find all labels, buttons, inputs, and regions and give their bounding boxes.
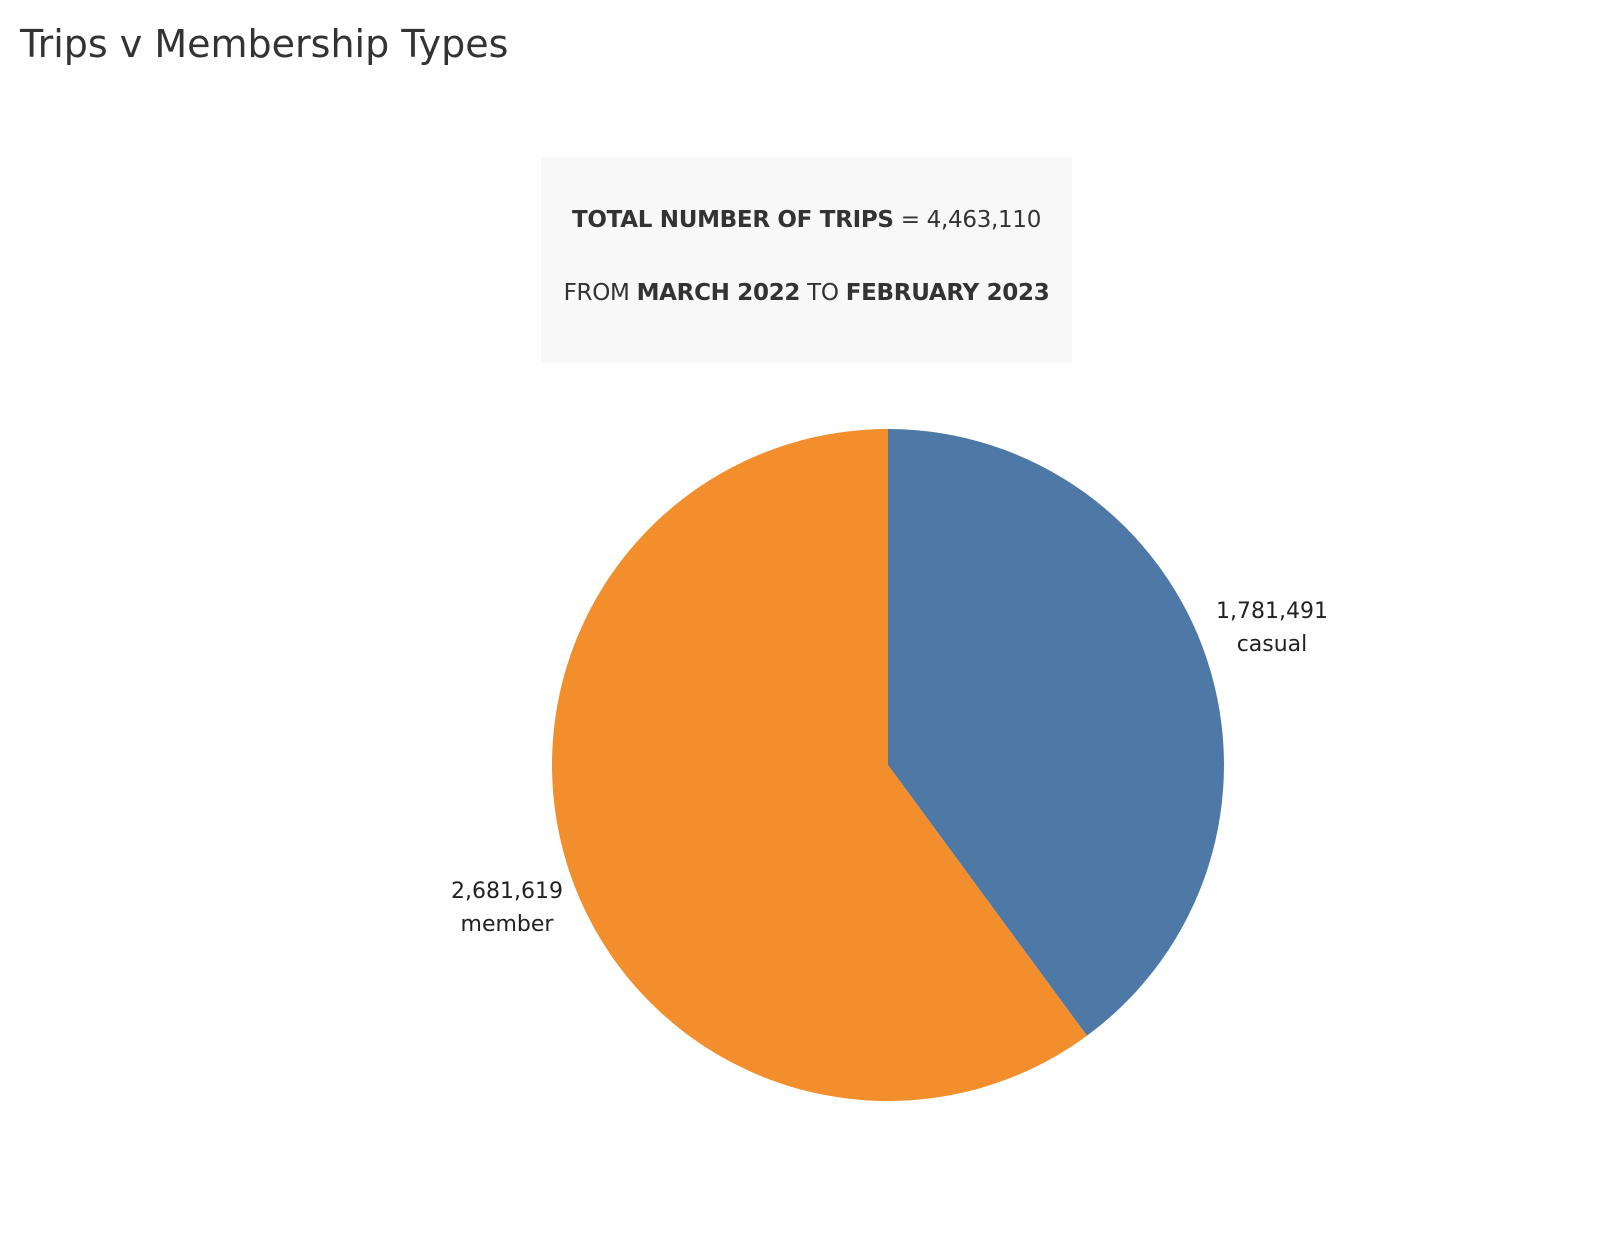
- slice-value-label-casual: 1,781,491: [1216, 599, 1328, 624]
- pie-slice-member[interactable]: [551, 429, 1087, 1101]
- date-range-end: FEBRUARY 2023: [845, 280, 1050, 306]
- summary-box: TOTAL NUMBER OF TRIPS = 4,463,110 FROM M…: [541, 157, 1072, 363]
- date-range-start: MARCH 2022: [636, 280, 801, 306]
- date-range-mid: TO: [807, 280, 839, 306]
- slice-name-label-member: member: [461, 912, 555, 937]
- date-range-line: FROM MARCH 2022 TO FEBRUARY 2023: [541, 280, 1072, 306]
- total-trips-label: TOTAL NUMBER OF TRIPS: [571, 207, 894, 233]
- date-range-prefix: FROM: [563, 280, 630, 306]
- total-trips-value: = 4,463,110: [900, 207, 1042, 233]
- slice-name-label-casual: casual: [1237, 632, 1308, 657]
- pie-slice-casual[interactable]: [888, 429, 1224, 1036]
- chart-title: Trips v Membership Types: [20, 22, 509, 66]
- slice-value-label-member: 2,681,619: [451, 879, 563, 904]
- total-trips-line: TOTAL NUMBER OF TRIPS = 4,463,110: [541, 207, 1072, 233]
